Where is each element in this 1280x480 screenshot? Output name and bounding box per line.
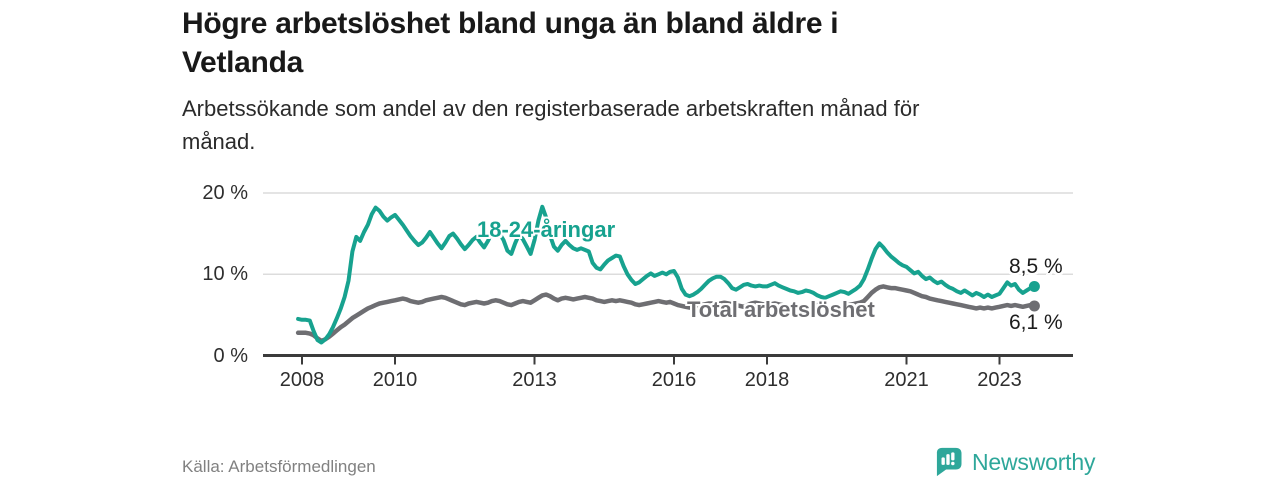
y-axis-label-10: 10 % bbox=[202, 263, 248, 286]
y-axis-label-0: 0 % bbox=[213, 344, 248, 367]
chart-subtitle: Arbetssökande som andel av den registerb… bbox=[182, 92, 1082, 158]
y-axis-label-20: 20 % bbox=[202, 182, 248, 204]
chart-subtitle-line1: Arbetssökande som andel av den registerb… bbox=[182, 96, 920, 121]
series-end-dot-total bbox=[1028, 300, 1040, 312]
x-axis-label-2016: 2016 bbox=[651, 369, 697, 391]
newsworthy-logo: Newsworthy bbox=[934, 446, 1095, 478]
chart-title-line1: Högre arbetslöshet bland unga än bland ä… bbox=[182, 7, 839, 40]
x-axis-label-2018: 2018 bbox=[744, 369, 790, 391]
chart-subtitle-line2: månad. bbox=[182, 129, 256, 154]
series-line-young bbox=[296, 204, 1037, 345]
x-axis-label-2008: 2008 bbox=[279, 369, 325, 391]
source-attribution: Källa: Arbetsförmedlingen bbox=[182, 457, 376, 476]
x-axis-label-2010: 2010 bbox=[372, 369, 418, 391]
series-line-total bbox=[295, 284, 1037, 344]
chart-title: Högre arbetslöshet bland unga än bland ä… bbox=[182, 4, 1122, 82]
end-value-label-total: 6,1 % bbox=[1009, 311, 1063, 334]
x-axis-label-2023: 2023 bbox=[977, 369, 1022, 391]
end-value-label-young: 8,5 % bbox=[1009, 255, 1063, 278]
series-label-total-unemployment: Total arbetslöshet bbox=[687, 297, 875, 322]
x-axis-label-2013: 2013 bbox=[512, 369, 557, 391]
chart-title-line2: Vetlanda bbox=[182, 46, 303, 79]
x-axis-label-2021: 2021 bbox=[884, 369, 929, 391]
series-end-dot-young bbox=[1028, 280, 1040, 292]
series-label-young-18-24: 18-24-åringar bbox=[477, 217, 616, 242]
newsworthy-wordmark: Newsworthy bbox=[972, 448, 1096, 475]
newsworthy-logo-icon bbox=[936, 447, 962, 477]
